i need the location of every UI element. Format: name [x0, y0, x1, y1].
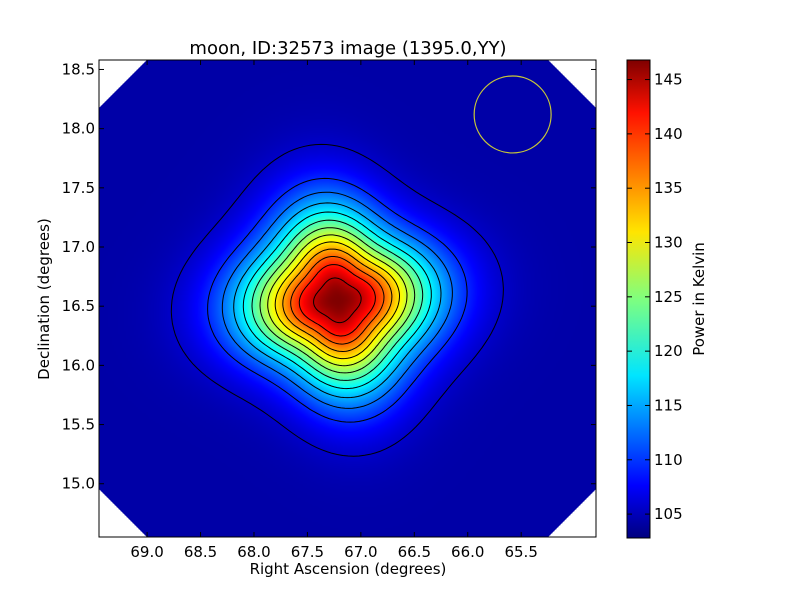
contour-line [298, 264, 376, 337]
x-tick-label: 69.0 [130, 543, 163, 561]
x-axis: 69.0 68.5 68.0 67.5 67.0 66.5 66.0 65.5 [130, 60, 538, 561]
x-tick-label: 65.5 [504, 543, 537, 561]
colorbar-tick-label: 120 [654, 342, 683, 360]
contour-line [259, 227, 416, 374]
y-axis-label: Declination (degrees) [35, 218, 53, 380]
x-tick-label: 66.0 [451, 543, 484, 561]
y-axis: 15.0 15.5 16.0 16.5 17.0 17.5 18.0 18.5 [62, 60, 596, 493]
contour-line [267, 234, 408, 367]
y-tick-label: 18.5 [62, 60, 95, 78]
colorbar-tick-label: 140 [654, 125, 683, 143]
contour-line [290, 256, 385, 345]
colorbar-tick-label: 115 [654, 396, 683, 414]
contour-line [170, 143, 504, 457]
contour-line [274, 241, 401, 360]
y-tick-label: 17.5 [62, 179, 95, 197]
x-tick-label: 67.0 [344, 543, 377, 561]
colorbar-tick-label: 145 [654, 71, 683, 89]
contour-line [207, 177, 468, 423]
y-tick-label: 15.5 [62, 416, 95, 434]
contour-line [282, 248, 393, 353]
y-tick-label: 15.0 [62, 475, 95, 493]
colorbar: 105 110 115 120 125 130 135 140 145 Power in Kel… [626, 59, 708, 539]
contour-line [313, 277, 362, 324]
colorbar-tick-label: 125 [654, 288, 683, 306]
colorbar-ticks: 105 110 115 120 125 130 135 140 145 [627, 71, 683, 523]
contour-line [221, 191, 453, 409]
beam-circle [473, 75, 552, 154]
x-tick-label: 66.5 [398, 543, 431, 561]
heatmap-image [99, 60, 596, 537]
colorbar-label: Power in Kelvin [690, 242, 708, 356]
colorbar-tick-label: 105 [654, 505, 683, 523]
y-tick-label: 17.0 [62, 238, 95, 256]
x-tick-label: 68.0 [237, 543, 270, 561]
colorbar-gradient [626, 59, 651, 539]
contour-line [242, 211, 432, 390]
contour-line [251, 219, 424, 381]
colorbar-tick-label: 110 [654, 451, 683, 469]
chart-title: moon, ID:32573 image (1395.0,YY) [189, 38, 506, 59]
colorbar-tick-label: 130 [654, 234, 683, 252]
x-tick-label: 67.5 [291, 543, 324, 561]
contour-line [233, 202, 442, 399]
x-tick-label: 68.5 [184, 543, 217, 561]
plot-frame [98, 59, 597, 538]
y-tick-label: 16.5 [62, 297, 95, 315]
y-tick-label: 18.0 [62, 120, 95, 138]
x-axis-label: Right Ascension (degrees) [250, 560, 447, 578]
y-tick-label: 16.0 [62, 356, 95, 374]
contour-lines [170, 143, 504, 457]
plot-area [98, 59, 597, 538]
colorbar-tick-label: 135 [654, 179, 683, 197]
